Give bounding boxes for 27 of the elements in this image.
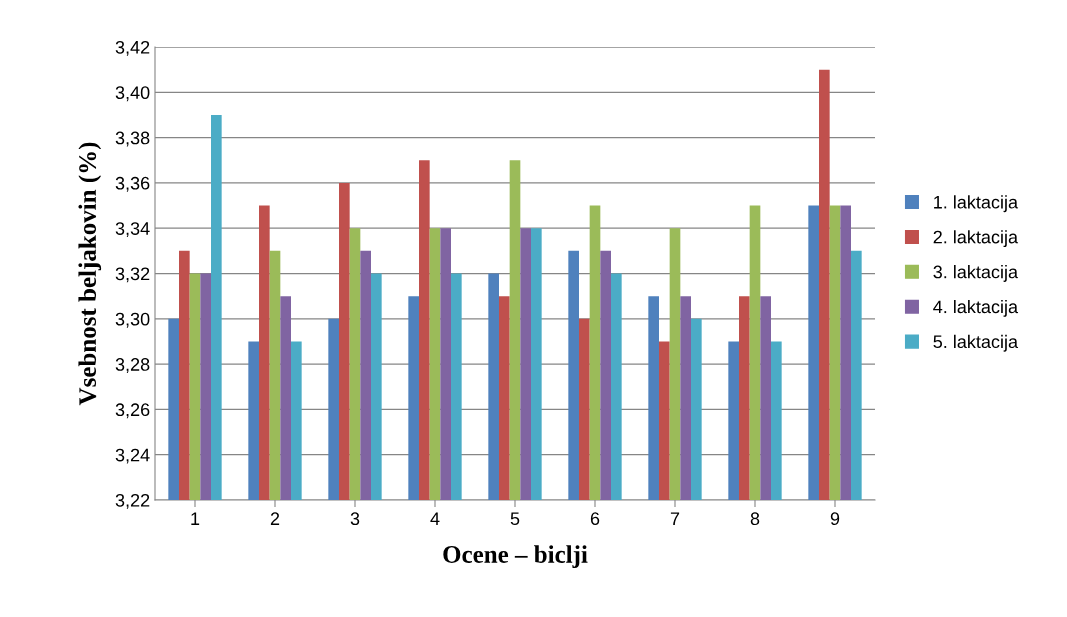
y-axis-title: Vsebnost beljakovin (%) [78,142,102,406]
x-tick-label: 2 [270,512,280,525]
legend-label: 4. laktacija [933,299,1019,317]
y-tick-label: 3,34 [115,222,150,238]
y-tick-label: 3,40 [115,86,150,102]
y-tick-label: 3,28 [115,358,150,373]
y-tick-label: 3,36 [115,176,150,192]
x-tick-label: 6 [590,512,600,526]
y-tick-label: 3,24 [115,448,150,464]
x-tick-label: 9 [830,512,840,526]
x-tick-label: 1 [191,512,200,525]
x-tick-label: 7 [670,512,680,525]
y-tick-label: 3,22 [115,493,150,509]
legend-label: 1. laktacija [934,195,1019,213]
y-tick-label: 3,42 [115,40,150,56]
y-tick-label: 3,32 [115,267,150,283]
y-tick-label: 3,38 [115,131,150,147]
y-tick-label: 3,30 [115,312,150,328]
legend-label: 2. laktacija [933,230,1019,248]
x-tick-label: 5 [510,512,520,526]
legend-label: 3. laktacija [933,265,1019,282]
x-tick-label: 4 [430,512,440,525]
x-tick-label: 8 [750,512,760,526]
x-axis-title: Ocene – biclji [443,545,588,568]
legend-label: 5. laktacija [933,334,1019,352]
y-tick-label: 3,26 [115,403,150,419]
x-tick-label: 3 [350,512,360,526]
